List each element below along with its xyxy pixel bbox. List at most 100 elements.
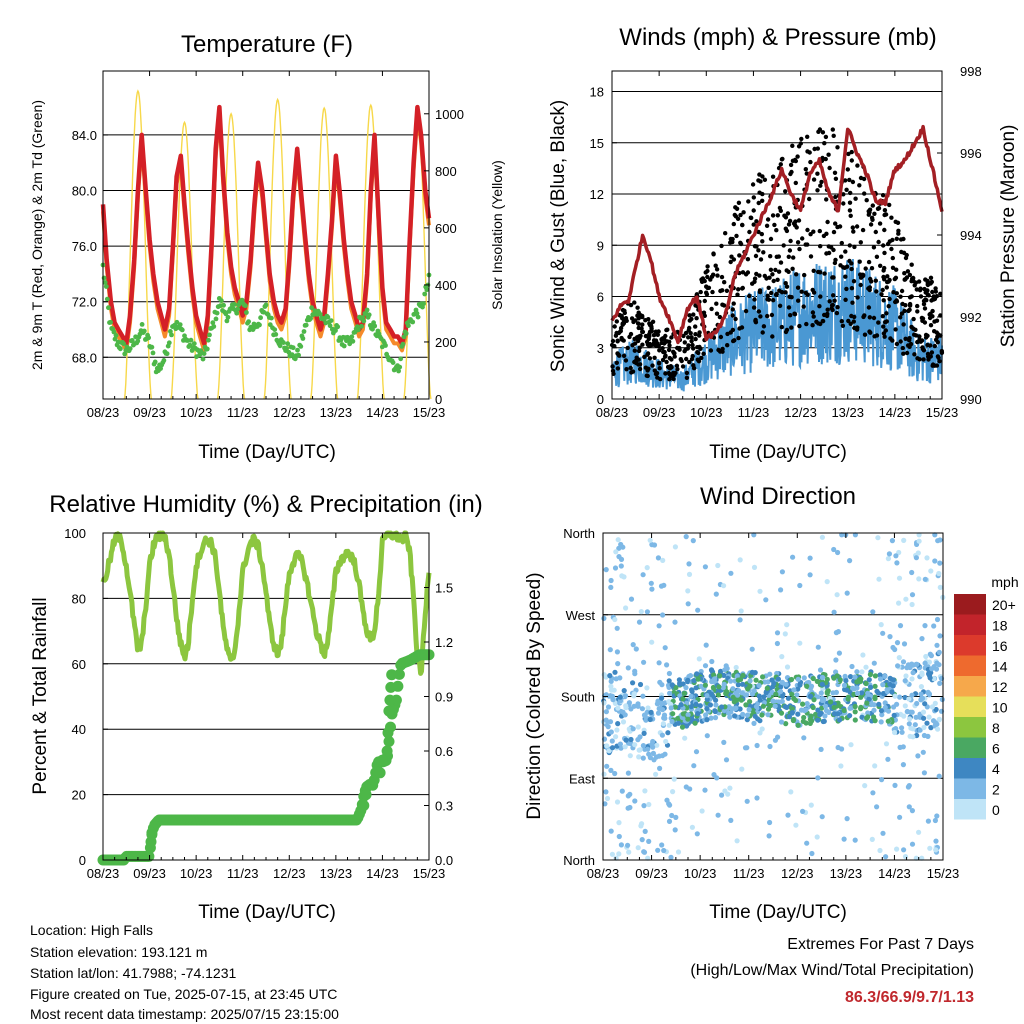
dewpoint-point [204, 346, 210, 352]
direction-point [903, 596, 909, 602]
direction-point [929, 704, 936, 710]
direction-point [839, 746, 845, 752]
direction-point [833, 657, 839, 663]
direction-point [685, 588, 691, 594]
gust-point [898, 339, 903, 344]
direction-point [909, 676, 915, 682]
gust-point [840, 323, 846, 328]
direction-point [937, 633, 943, 639]
direction-point [608, 584, 614, 591]
humidity-ytick-label: 20 [72, 788, 86, 803]
dewpoint-point [221, 302, 227, 308]
direction-point [646, 751, 652, 757]
gust-point [893, 299, 898, 305]
gust-point [612, 324, 617, 329]
gust-point [706, 285, 712, 290]
direction-point [874, 804, 880, 810]
direction-point [659, 753, 666, 759]
gust-point [735, 292, 740, 297]
gust-point [731, 221, 736, 227]
gust-point [894, 236, 899, 241]
gust-point [818, 244, 823, 249]
gust-point [741, 210, 746, 215]
gust-point [774, 291, 779, 297]
direction-point [628, 736, 634, 743]
gust-point [925, 292, 930, 297]
direction-point [633, 646, 639, 652]
direction-point [773, 691, 779, 697]
dewpoint-point [102, 280, 108, 285]
direction-point [687, 673, 694, 679]
direction-point [734, 838, 740, 844]
temperature-ytick-label: 72.0 [72, 295, 97, 310]
direction-point [776, 699, 782, 705]
gust-point [671, 376, 676, 382]
dewpoint-point [223, 311, 229, 317]
gust-point [788, 171, 793, 177]
gust-point [699, 355, 704, 361]
direction-point [668, 854, 674, 861]
solar-ytick-label: 200 [435, 335, 457, 350]
direction-point [809, 850, 815, 857]
gust-point [876, 320, 881, 325]
direction-point [813, 711, 819, 718]
gust-point [882, 208, 888, 213]
gust-point [876, 239, 881, 245]
direction-point [779, 569, 786, 575]
direction-point [692, 720, 698, 726]
direction-xtick-label: 11/23 [733, 866, 765, 881]
direction-point [613, 734, 619, 740]
dewpoint-point [187, 342, 193, 348]
direction-point [772, 737, 779, 743]
direction-point [815, 707, 821, 713]
gust-point [775, 213, 780, 218]
winds-xlabel: Time (Day/UTC) [709, 442, 847, 463]
gust-point [793, 180, 798, 186]
direction-point [619, 788, 625, 794]
direction-point [697, 703, 703, 709]
direction-point [872, 673, 879, 679]
gust-point [757, 190, 762, 195]
gust-point [640, 329, 646, 335]
direction-point [931, 623, 937, 629]
direction-point [921, 770, 928, 776]
direction-point [852, 703, 858, 710]
gust-point [698, 289, 703, 295]
gust-point [663, 371, 668, 376]
direction-point [886, 551, 893, 557]
direction-point [712, 708, 718, 714]
direction-point [612, 669, 618, 675]
direction-point [875, 690, 882, 696]
gust-point [646, 366, 651, 371]
gust-point [878, 263, 883, 268]
gust-point [808, 254, 814, 259]
gust-point [635, 305, 640, 310]
direction-point [608, 693, 614, 699]
direction-title: Wind Direction [700, 483, 856, 510]
gust-point [776, 254, 781, 259]
gust-point [833, 257, 838, 263]
direction-point [879, 777, 885, 783]
direction-point [762, 679, 768, 685]
dewpoint-point [341, 343, 347, 349]
dewpoint-point [225, 314, 231, 320]
direction-point [899, 729, 905, 735]
gust-point [788, 162, 794, 168]
direction-point [877, 676, 884, 682]
precip-ytick-label: 1.2 [435, 635, 453, 650]
gust-point [899, 288, 905, 294]
legend-title: mph [991, 574, 1018, 590]
gust-point [883, 328, 888, 333]
direction-point [709, 691, 715, 697]
direction-point [871, 707, 877, 713]
direction-point [715, 562, 721, 569]
gust-point [680, 364, 686, 369]
gust-point [762, 273, 767, 279]
gust-point [623, 358, 629, 363]
direction-point [849, 663, 855, 670]
gust-point [922, 306, 928, 311]
gust-point [614, 360, 619, 365]
direction-point [670, 711, 676, 717]
pressure-ylabel: Station Pressure (Maroon) [998, 125, 1019, 348]
direction-point [615, 705, 621, 711]
